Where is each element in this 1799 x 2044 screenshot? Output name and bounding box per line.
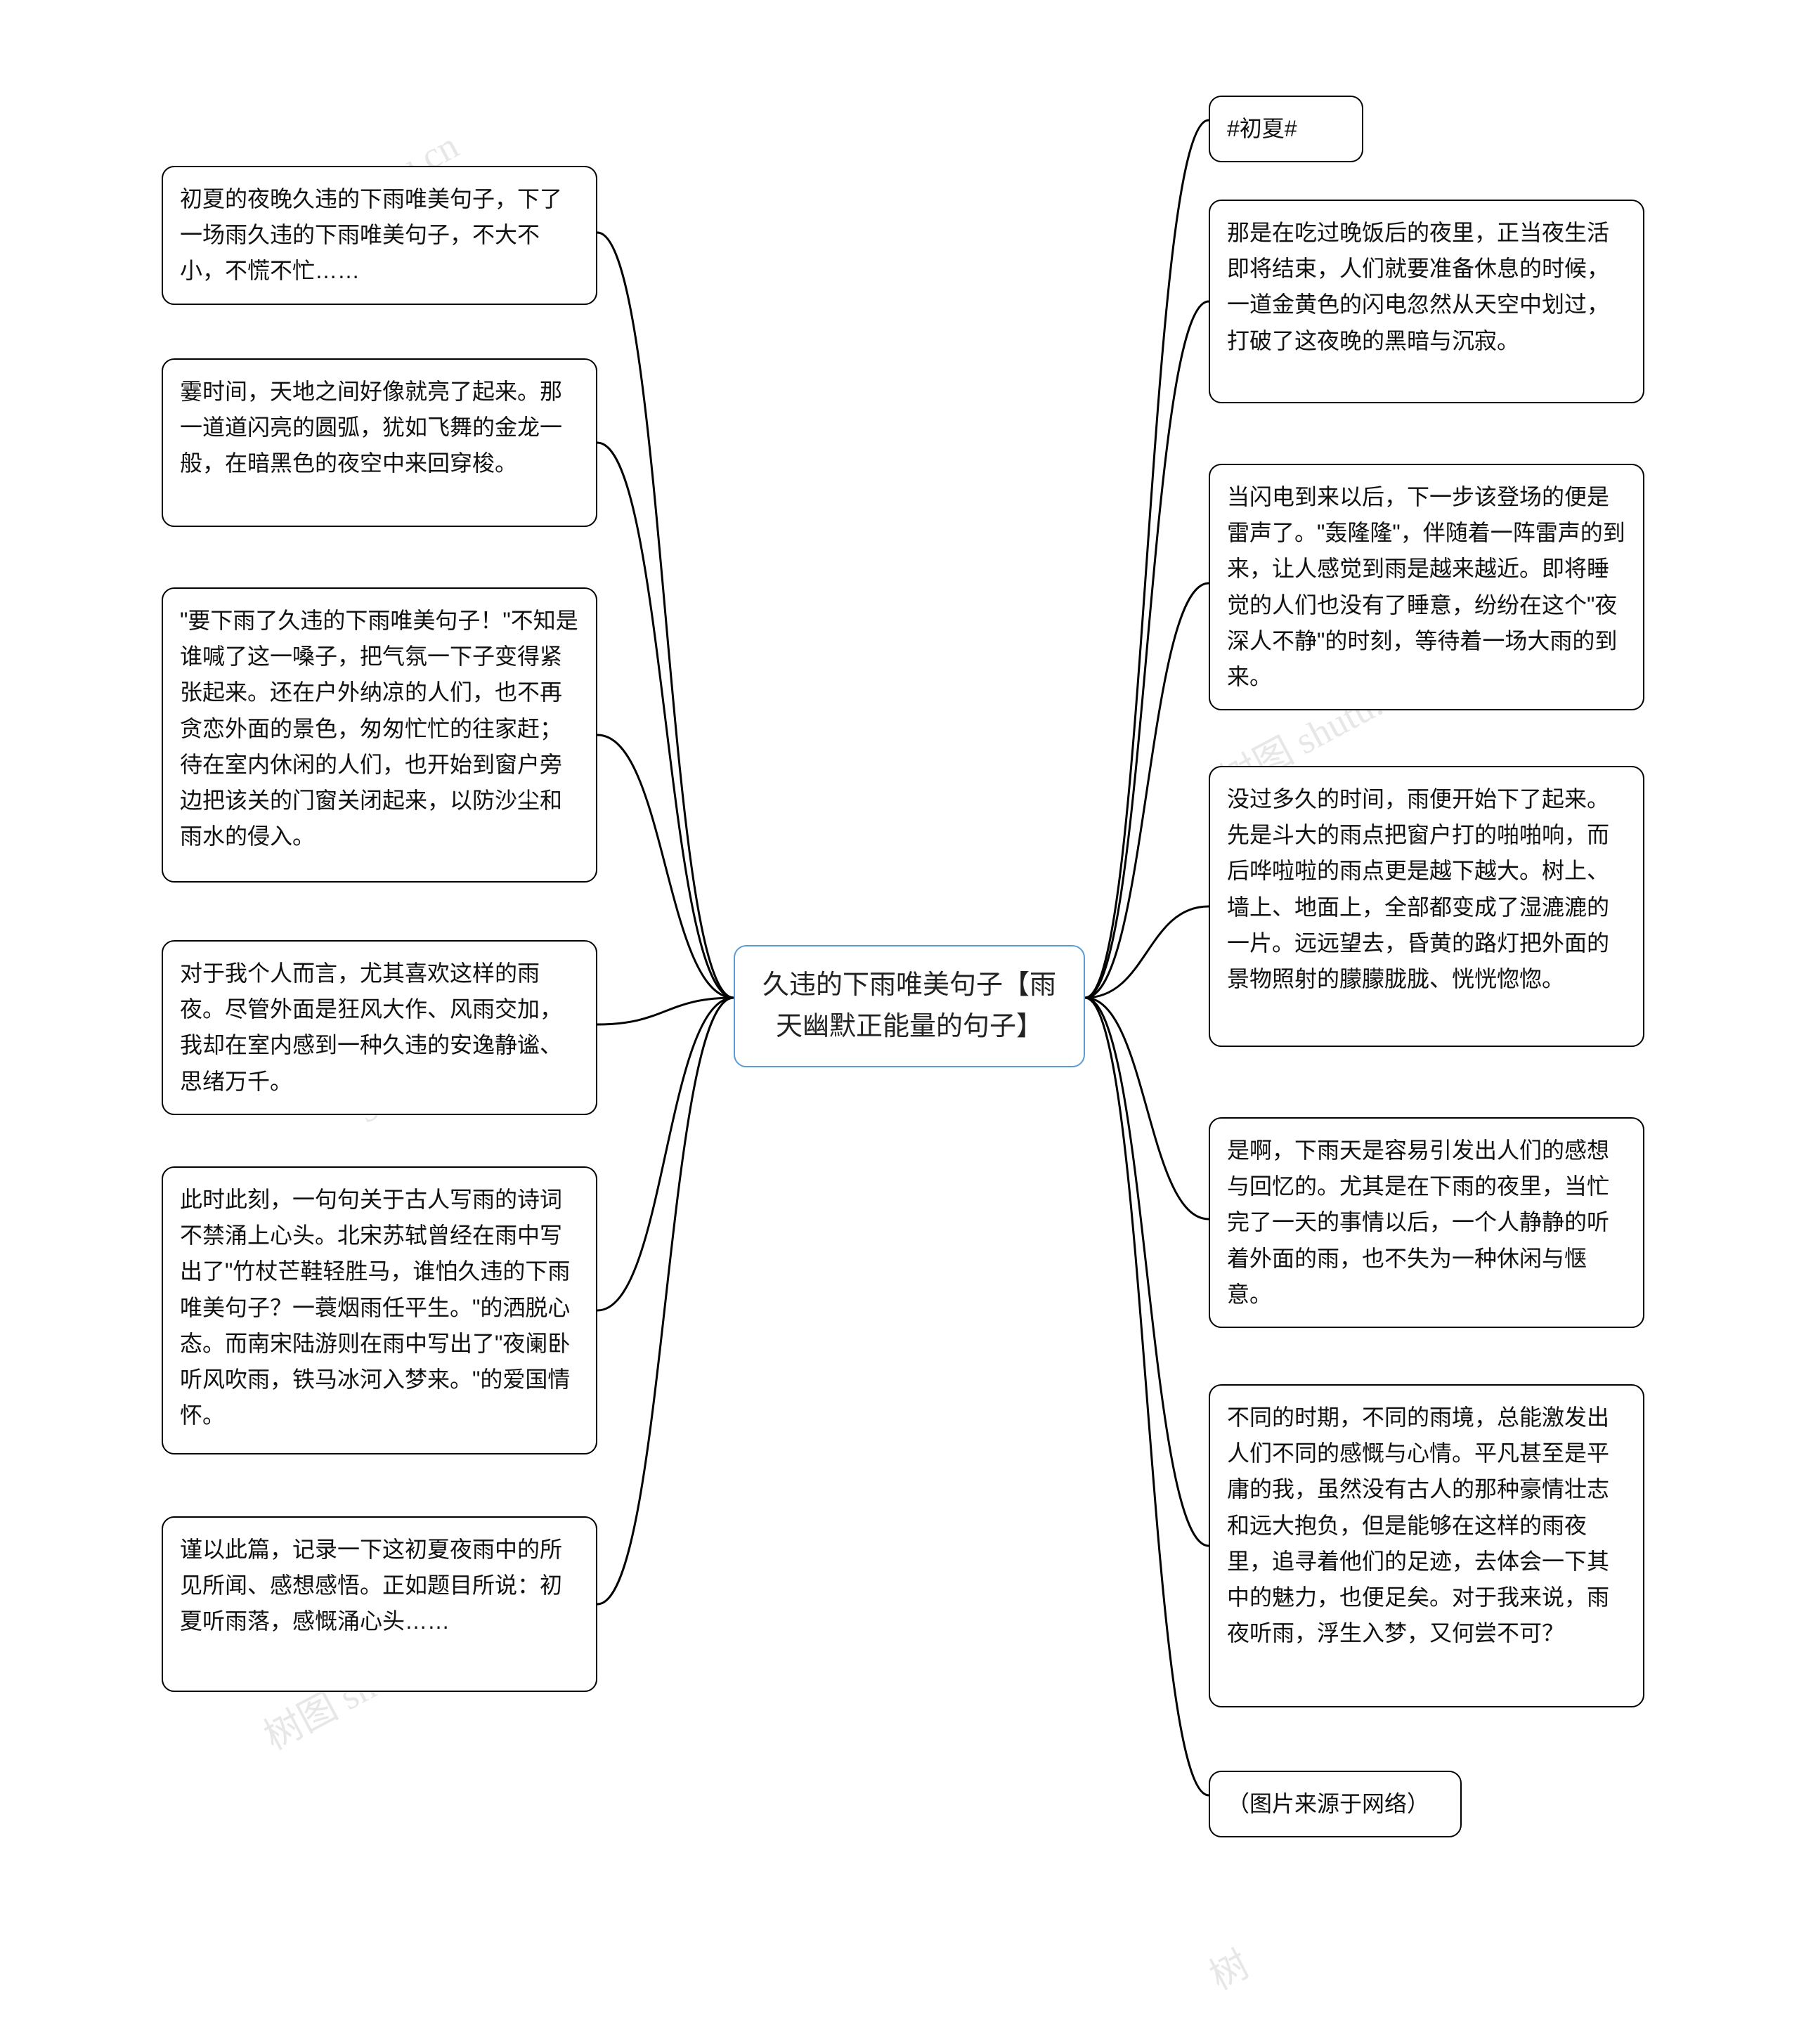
mindmap-node-text: "要下雨了久违的下雨唯美句子！"不知是谁喊了这一嗓子，把气氛一下子变得紧张起来。… xyxy=(180,608,578,849)
mindmap-node-text: 是啊，下雨天是容易引发出人们的感想与回忆的。尤其是在下雨的夜里，当忙完了一天的事… xyxy=(1227,1138,1609,1307)
mindmap-node: 没过多久的时间，雨便开始下了起来。先是斗大的雨点把窗户打的啪啪响，而后哗啦啦的雨… xyxy=(1209,766,1644,1047)
mindmap-node-text: 此时此刻，一句句关于古人写雨的诗词不禁涌上心头。北宋苏轼曾经在雨中写出了"竹杖芒… xyxy=(180,1187,570,1428)
mindmap-canvas: 树图 shutu.cn树图 shutu.cn树图 shutu.cnshutu.c… xyxy=(0,0,1799,2044)
mindmap-node-text: 当闪电到来以后，下一步该登场的便是雷声了。"轰隆隆"，伴随着一阵雷声的到来，让人… xyxy=(1227,484,1625,689)
edge xyxy=(597,998,734,1310)
mindmap-node-text: （图片来源于网络） xyxy=(1227,1791,1429,1816)
edge xyxy=(597,233,734,998)
mindmap-node: 那是在吃过晚饭后的夜里，正当夜生活即将结束，人们就要准备休息的时候，一道金黄色的… xyxy=(1209,200,1644,403)
mindmap-node-text: 对于我个人而言，尤其喜欢这样的雨夜。尽管外面是狂风大作、风雨交加，我却在室内感到… xyxy=(180,961,562,1094)
mindmap-node-text: 初夏的夜晚久违的下雨唯美句子，下了一场雨久违的下雨唯美句子，不大不小，不慌不忙…… xyxy=(180,186,562,283)
mindmap-node: 对于我个人而言，尤其喜欢这样的雨夜。尽管外面是狂风大作、风雨交加，我却在室内感到… xyxy=(162,940,597,1115)
edge xyxy=(1085,998,1209,1546)
mindmap-node-text: 不同的时期，不同的雨境，总能激发出人们不同的感慨与心情。平凡甚至是平庸的我，虽然… xyxy=(1227,1405,1609,1646)
mindmap-node: 谨以此篇，记录一下这初夏夜雨中的所见所闻、感想感悟。正如题目所说：初夏听雨落，感… xyxy=(162,1516,597,1692)
edge xyxy=(1085,998,1209,1795)
mindmap-node: 不同的时期，不同的雨境，总能激发出人们不同的感慨与心情。平凡甚至是平庸的我，虽然… xyxy=(1209,1384,1644,1707)
mindmap-node: 霎时间，天地之间好像就亮了起来。那一道道闪亮的圆弧，犹如飞舞的金龙一般，在暗黑色… xyxy=(162,358,597,527)
mindmap-node: 此时此刻，一句句关于古人写雨的诗词不禁涌上心头。北宋苏轼曾经在雨中写出了"竹杖芒… xyxy=(162,1166,597,1454)
mindmap-node-text: 没过多久的时间，雨便开始下了起来。先是斗大的雨点把窗户打的啪啪响，而后哗啦啦的雨… xyxy=(1227,786,1609,991)
edge xyxy=(1085,120,1209,998)
mindmap-node: 是啊，下雨天是容易引发出人们的感想与回忆的。尤其是在下雨的夜里，当忙完了一天的事… xyxy=(1209,1117,1644,1328)
edge xyxy=(1085,301,1209,998)
center-node-text: 久违的下雨唯美句子【雨天幽默正能量的句子】 xyxy=(762,970,1056,1041)
mindmap-node-text: #初夏#​ xyxy=(1227,116,1297,141)
mindmap-node-text: 霎时间，天地之间好像就亮了起来。那一道道闪亮的圆弧，犹如飞舞的金龙一般，在暗黑色… xyxy=(180,379,562,476)
mindmap-node: （图片来源于网络） xyxy=(1209,1771,1462,1837)
mindmap-node-text: 谨以此篇，记录一下这初夏夜雨中的所见所闻、感想感悟。正如题目所说：初夏听雨落，感… xyxy=(180,1537,562,1634)
mindmap-node: 初夏的夜晚久违的下雨唯美句子，下了一场雨久违的下雨唯美句子，不大不小，不慌不忙…… xyxy=(162,166,597,305)
edge xyxy=(1085,998,1209,1219)
edge xyxy=(597,735,734,998)
mindmap-node: #初夏#​ xyxy=(1209,96,1363,162)
mindmap-node-text: 那是在吃过晚饭后的夜里，正当夜生活即将结束，人们就要准备休息的时候，一道金黄色的… xyxy=(1227,220,1609,353)
mindmap-node: 当闪电到来以后，下一步该登场的便是雷声了。"轰隆隆"，伴随着一阵雷声的到来，让人… xyxy=(1209,464,1644,710)
center-node: 久违的下雨唯美句子【雨天幽默正能量的句子】 xyxy=(734,945,1085,1067)
edge xyxy=(597,443,734,998)
mindmap-node: "要下雨了久违的下雨唯美句子！"不知是谁喊了这一嗓子，把气氛一下子变得紧张起来。… xyxy=(162,587,597,883)
